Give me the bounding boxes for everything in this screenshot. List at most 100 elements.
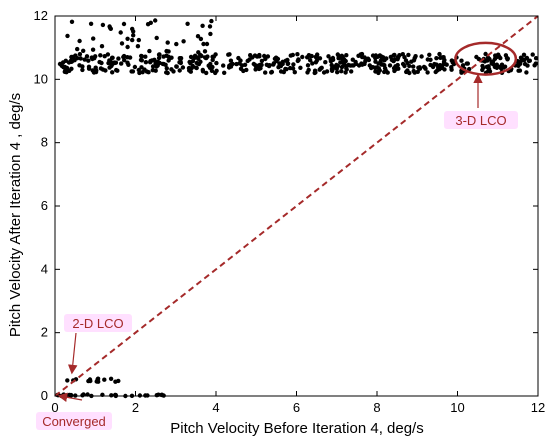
data-point [245,58,250,64]
data-point [130,37,135,43]
data-point [280,59,285,64]
data-point [305,70,310,75]
data-point [89,55,95,60]
data-point [84,54,90,59]
data-point [196,50,201,55]
data-point [100,22,106,28]
data-point [340,60,345,65]
data-point [65,378,70,383]
lco-3d-ellipse [454,41,518,76]
data-point [277,61,282,66]
data-point [80,64,85,69]
data-point [308,58,313,63]
data-point [129,69,134,74]
data-point [204,41,210,47]
data-point [373,53,379,58]
data-point [428,57,433,62]
data-point [344,67,349,72]
data-point [97,59,102,65]
data-point [362,55,367,60]
data-point [369,65,374,71]
data-point [321,70,327,75]
x-tick-label: 8 [373,400,380,415]
data-point [484,64,489,70]
data-point [161,54,166,59]
data-point [336,56,341,61]
data-point [80,393,85,398]
data-point [81,48,86,53]
data-point [244,67,249,73]
data-point [166,54,171,59]
data-point [185,21,190,26]
data-point [406,52,411,58]
axes [54,15,539,397]
data-point [489,59,494,64]
data-point [78,56,83,61]
data-point [427,52,432,57]
reference-line-group [54,15,539,397]
data-point [196,56,201,61]
data-point [292,70,297,75]
data-point [382,66,388,71]
data-point [125,44,130,50]
data-point [126,62,131,67]
data-point [459,58,464,63]
data-point [242,62,248,67]
data-point [449,65,454,70]
data-point [174,64,179,69]
data-point [139,65,144,70]
data-point [480,67,485,73]
data-point [530,52,535,57]
data-point [442,67,447,72]
data-point [532,63,537,68]
data-point [98,53,103,58]
data-point [214,68,219,74]
data-point [349,69,354,74]
data-point [108,26,114,31]
data-point [93,54,98,59]
data-point [377,60,382,66]
converged-label: Converged [42,414,106,429]
data-point [110,70,115,75]
data-point [77,38,82,44]
data-point [64,70,69,75]
data-point [396,66,401,71]
data-point [207,24,213,29]
x-tick-label: 2 [132,400,139,415]
data-point [228,62,233,68]
y-axis-label: Pitch Velocity After Iteration 4 , deg/s [7,93,24,337]
data-point [221,63,226,68]
data-point [109,63,114,69]
data-point [291,62,296,67]
data-point [105,52,111,57]
y-tick-label: 10 [34,71,48,86]
data-point [208,61,213,67]
data-point [118,30,123,35]
data-point [494,62,499,67]
data-point [263,70,268,75]
data-point [210,57,215,63]
x-tick-label: 0 [51,400,58,415]
data-point [91,70,97,75]
data-point [178,56,184,61]
data-point [75,46,80,52]
data-point [494,54,499,60]
data-point [77,52,83,57]
data-point [433,69,438,75]
data-point [300,54,305,60]
y-tick-label: 4 [41,261,48,276]
data-point [234,61,239,67]
x-tick-label: 10 [450,400,464,415]
data-point [360,62,365,67]
data-point [422,65,427,70]
data-point [60,60,66,65]
data-point [266,63,272,69]
data-point [376,66,381,71]
data-point [135,44,141,49]
data-point [207,65,213,71]
data-point [166,58,171,63]
data-point [164,66,169,71]
y-tick-label: 6 [41,198,48,213]
data-point [288,53,293,58]
data-point [109,393,114,398]
